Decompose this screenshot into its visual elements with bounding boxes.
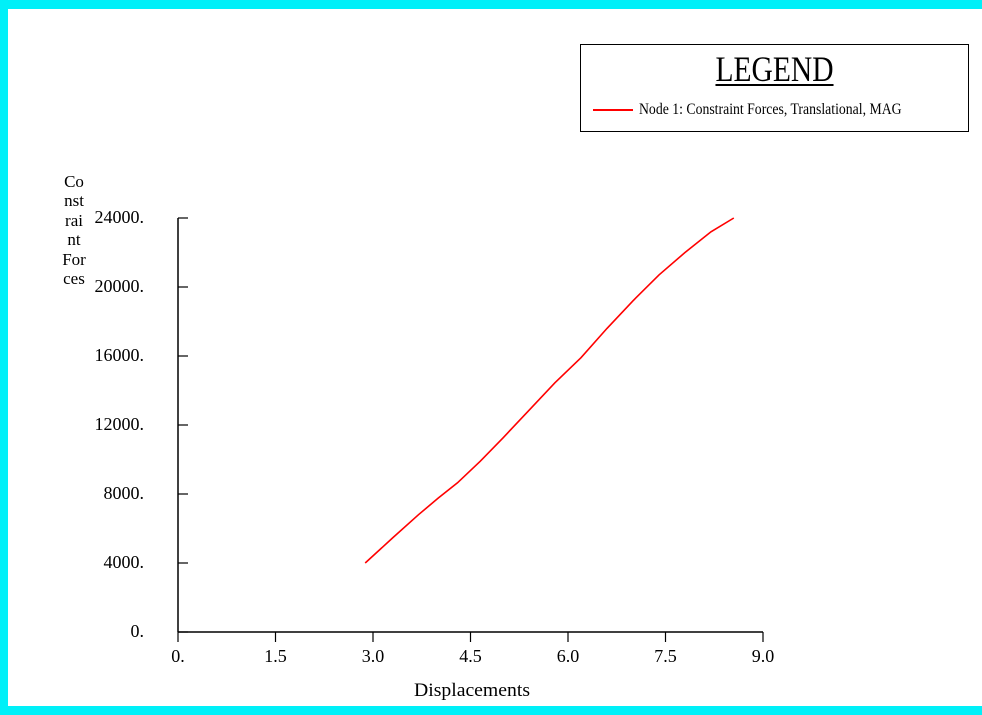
x-tick-label: 9.0: [752, 646, 775, 666]
x-tick-label: 6.0: [557, 646, 580, 666]
x-axis-label: Displacements: [414, 680, 530, 701]
legend: LEGEND Node 1: Constraint Forces, Transl…: [580, 44, 969, 132]
y-tick-label: 8000.: [104, 483, 145, 503]
series-line: [364, 217, 735, 564]
chart-series: [364, 217, 735, 564]
x-tick-label: 1.5: [264, 646, 287, 666]
chart-axes: [177, 218, 763, 633]
y-tick-label: 16000.: [95, 345, 145, 365]
y-tick-label: 0.: [131, 621, 145, 641]
y-tick-label: 4000.: [104, 552, 145, 572]
y-tick-label: 24000.: [95, 207, 145, 227]
legend-entry: Node 1: Constraint Forces, Translational…: [593, 101, 944, 123]
y-axis-label: Constraint Forces: [62, 172, 86, 289]
x-tick-label: 4.5: [459, 646, 482, 666]
y-tick-label: 20000.: [95, 276, 145, 296]
legend-entry-label: Node 1: Constraint Forces, Translational…: [639, 101, 902, 119]
chart-ticks: 0. 1.5 3.0 4.5 6.0 7.5 9.0 0. 4000. 8000. 12000. 16…: [95, 207, 775, 666]
legend-title: LEGEND: [715, 49, 834, 89]
x-tick-label: 3.0: [362, 646, 385, 666]
x-tick-label: 0.: [171, 646, 185, 666]
x-tick-label: 7.5: [654, 646, 677, 666]
y-tick-label: 12000.: [95, 414, 145, 434]
legend-swatch: [593, 109, 633, 112]
